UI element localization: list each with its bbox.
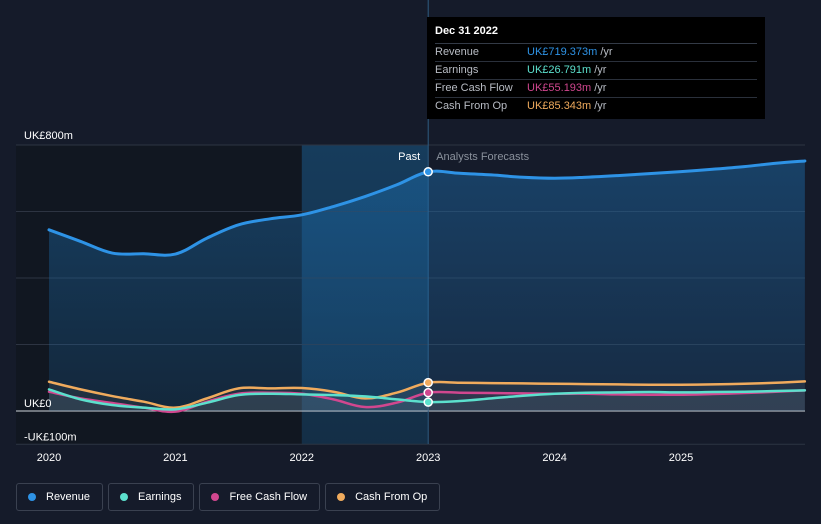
legend-item-cash-from-op[interactable]: Cash From Op bbox=[325, 483, 441, 511]
y-axis-label: UK£0 bbox=[24, 398, 52, 410]
legend-item-free-cash-flow[interactable]: Free Cash Flow bbox=[199, 483, 321, 511]
chart-legend: Revenue Earnings Free Cash Flow Cash Fro… bbox=[16, 483, 441, 511]
hover-tooltip: Dec 31 2022 Revenue UK£719.373m /yr Earn… bbox=[427, 17, 765, 119]
legend-dot-icon bbox=[337, 493, 346, 501]
legend-item-revenue[interactable]: Revenue bbox=[16, 483, 104, 511]
past-label: Past bbox=[398, 151, 420, 163]
x-axis-tick-label: 2022 bbox=[290, 452, 314, 464]
x-axis-tick-label: 2024 bbox=[542, 452, 566, 464]
y-axis-label: -UK£100m bbox=[24, 431, 77, 443]
tooltip-label: Free Cash Flow bbox=[435, 82, 513, 94]
axis-labels: UK£800m UK£0 -UK£100m 2020 2021 2022 2023 2024 2… bbox=[24, 130, 693, 464]
marker-free_cash_flow bbox=[423, 387, 433, 398]
tooltip-unit: /yr bbox=[594, 100, 607, 112]
tooltip-value-earnings: UK£26.791m bbox=[527, 64, 592, 76]
tooltip-row-earnings: Earnings UK£26.791m /yr bbox=[435, 62, 757, 80]
tooltip-row-free-cash-flow: Free Cash Flow UK£55.193m /yr bbox=[435, 80, 757, 98]
hover-markers bbox=[423, 167, 433, 407]
marker-cash_from_op bbox=[423, 377, 433, 388]
marker-earnings bbox=[423, 397, 433, 407]
tooltip-label: Revenue bbox=[435, 46, 480, 58]
legend-dot-icon bbox=[120, 493, 129, 501]
x-axis-tick-label: 2020 bbox=[37, 452, 61, 464]
legend-label: Revenue bbox=[46, 491, 91, 503]
legend-label: Free Cash Flow bbox=[229, 491, 308, 503]
marker-revenue bbox=[423, 167, 433, 177]
x-axis-tick-label: 2023 bbox=[416, 452, 440, 464]
area-revenue bbox=[49, 160, 805, 411]
tooltip-date: Dec 31 2022 bbox=[435, 24, 757, 44]
legend-item-earnings[interactable]: Earnings bbox=[108, 483, 195, 511]
y-axis-label: UK£800m bbox=[24, 130, 73, 142]
legend-label: Earnings bbox=[138, 491, 182, 503]
tooltip-unit: /yr bbox=[594, 82, 607, 94]
tooltip-label: Earnings bbox=[435, 64, 479, 76]
legend-label: Cash From Op bbox=[355, 491, 428, 503]
tooltip-value-revenue: UK£719.373m bbox=[527, 46, 598, 58]
x-axis-tick-label: 2025 bbox=[669, 452, 693, 464]
tooltip-value-free-cash-flow: UK£55.193m bbox=[527, 82, 592, 94]
tooltip-value-cash-from-op: UK£85.343m bbox=[527, 100, 592, 112]
legend-dot-icon bbox=[28, 493, 36, 501]
tooltip-label: Cash From Op bbox=[435, 100, 508, 112]
tooltip-unit: /yr bbox=[594, 64, 607, 76]
tooltip-unit: /yr bbox=[600, 46, 613, 58]
x-axis-tick-label: 2021 bbox=[163, 452, 187, 464]
tooltip-row-cash-from-op: Cash From Op UK£85.343m /yr bbox=[435, 98, 757, 115]
forecast-label: Analysts Forecasts bbox=[436, 151, 529, 163]
legend-dot-icon bbox=[211, 493, 220, 501]
tooltip-row-revenue: Revenue UK£719.373m /yr bbox=[435, 44, 757, 62]
